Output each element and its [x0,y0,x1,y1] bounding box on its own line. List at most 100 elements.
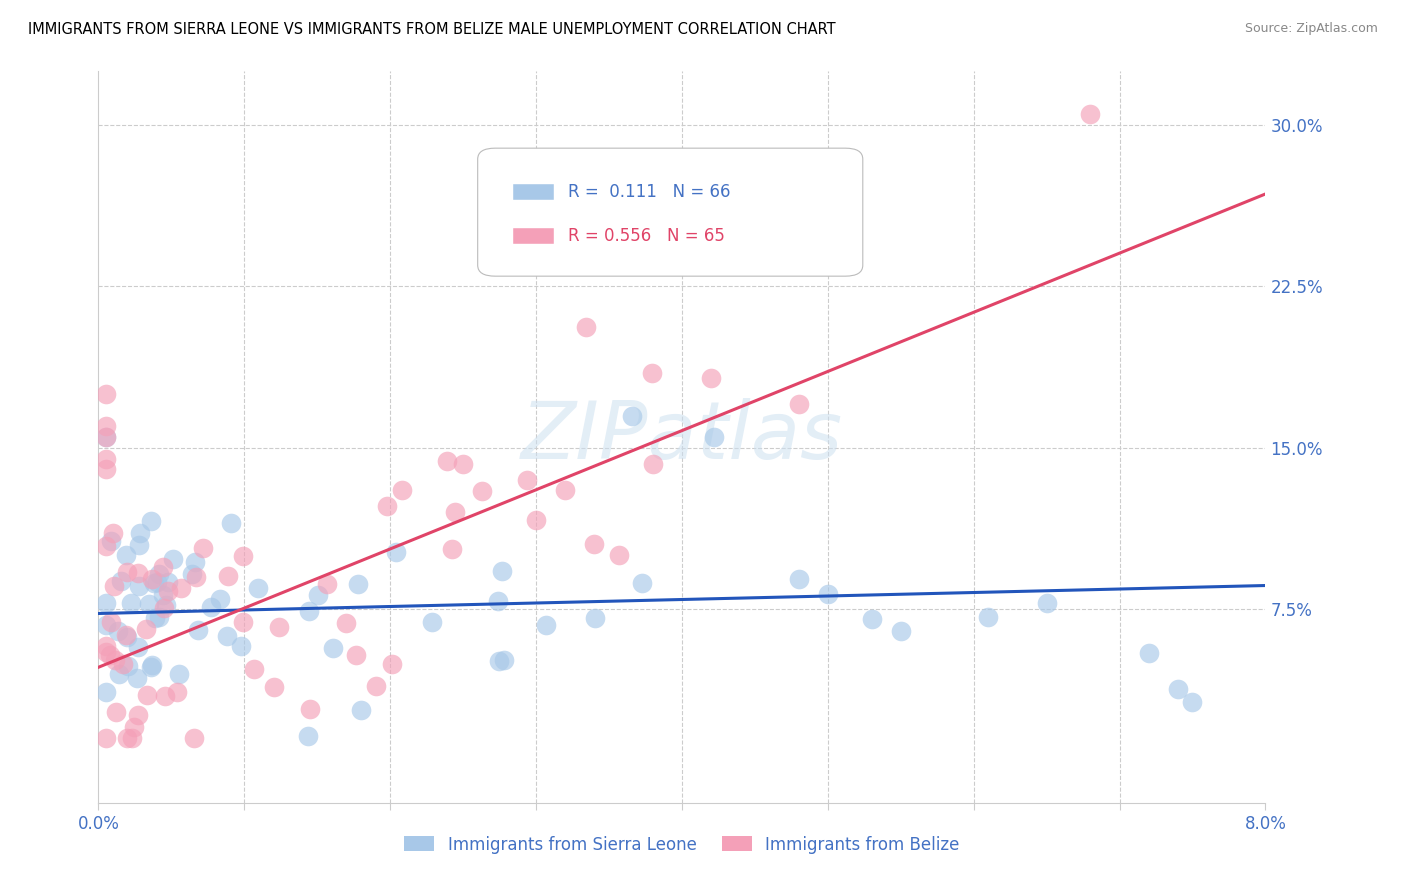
Point [103,653,125,667]
Point [184,570,207,584]
Point [297,729,319,743]
Point [422,615,444,629]
Point [107,624,129,638]
Point [117,659,139,673]
Point [94,539,117,553]
Point [120,596,142,610]
Point [187,623,209,637]
Point [170,581,193,595]
Point [183,731,205,746]
Point [1035,596,1057,610]
Point [111,657,134,671]
Point [491,564,513,578]
Point [94,387,117,401]
FancyBboxPatch shape [513,184,554,200]
Point [215,629,238,643]
Point [1080,107,1102,121]
Point [114,548,136,562]
Point [267,620,290,634]
Point [787,572,810,586]
Point [94,430,117,444]
Point [641,457,664,471]
Point [344,648,367,663]
Point [200,600,222,615]
Point [152,588,174,602]
Point [322,641,344,656]
Point [184,555,207,569]
Text: Source: ZipAtlas.com: Source: ZipAtlas.com [1244,22,1378,36]
Point [488,655,510,669]
Point [94,451,117,466]
Point [583,537,606,551]
Point [141,657,163,672]
Point [125,671,148,685]
Point [486,594,509,608]
Point [115,565,138,579]
Point [141,572,163,586]
Point [492,652,515,666]
Point [103,579,125,593]
Point [516,473,538,487]
Point [100,533,122,548]
Point [127,566,149,580]
Point [101,526,124,541]
Point [167,667,190,681]
Point [94,639,117,653]
Point [157,583,180,598]
Point [787,397,810,411]
Point [127,640,149,655]
Point [138,598,160,612]
Point [94,462,117,476]
Point [229,639,252,653]
Point [607,549,630,563]
Point [377,500,399,514]
Point [1137,646,1160,660]
Point [139,660,162,674]
Point [860,612,883,626]
Point [440,541,463,556]
Point [575,320,598,334]
Point [890,624,912,638]
Point [94,618,117,632]
Text: R = 0.556   N = 65: R = 0.556 N = 65 [568,227,724,245]
Text: IMMIGRANTS FROM SIERRA LEONE VS IMMIGRANTS FROM BELIZE MALE UNEMPLOYMENT CORRELA: IMMIGRANTS FROM SIERRA LEONE VS IMMIGRAN… [28,22,835,37]
Point [94,419,117,434]
Text: ZIPatlas: ZIPatlas [520,398,844,476]
Point [155,689,177,703]
Point [117,731,139,746]
Point [156,575,179,590]
Point [141,515,163,529]
Point [583,611,606,625]
Point [143,610,166,624]
Point [104,705,127,719]
Point [219,516,242,530]
Point [148,609,170,624]
Point [232,615,254,629]
Point [554,483,576,497]
Point [94,430,117,444]
Point [817,587,839,601]
Point [122,720,145,734]
Text: R =  0.111   N = 66: R = 0.111 N = 66 [568,183,730,201]
Point [181,566,204,581]
Point [94,596,117,610]
Point [1181,695,1204,709]
Point [217,569,239,583]
Point [364,679,387,693]
Point [243,662,266,676]
Point [298,702,321,716]
Point [451,457,474,471]
Point [127,708,149,723]
Point [346,577,368,591]
Point [152,559,174,574]
Point [121,731,143,746]
Point [108,667,131,681]
Point [703,430,725,444]
Point [630,575,652,590]
Point [391,483,413,497]
Point [155,598,177,612]
Point [152,601,174,615]
Point [115,630,138,644]
Point [166,684,188,698]
Point [621,409,644,423]
